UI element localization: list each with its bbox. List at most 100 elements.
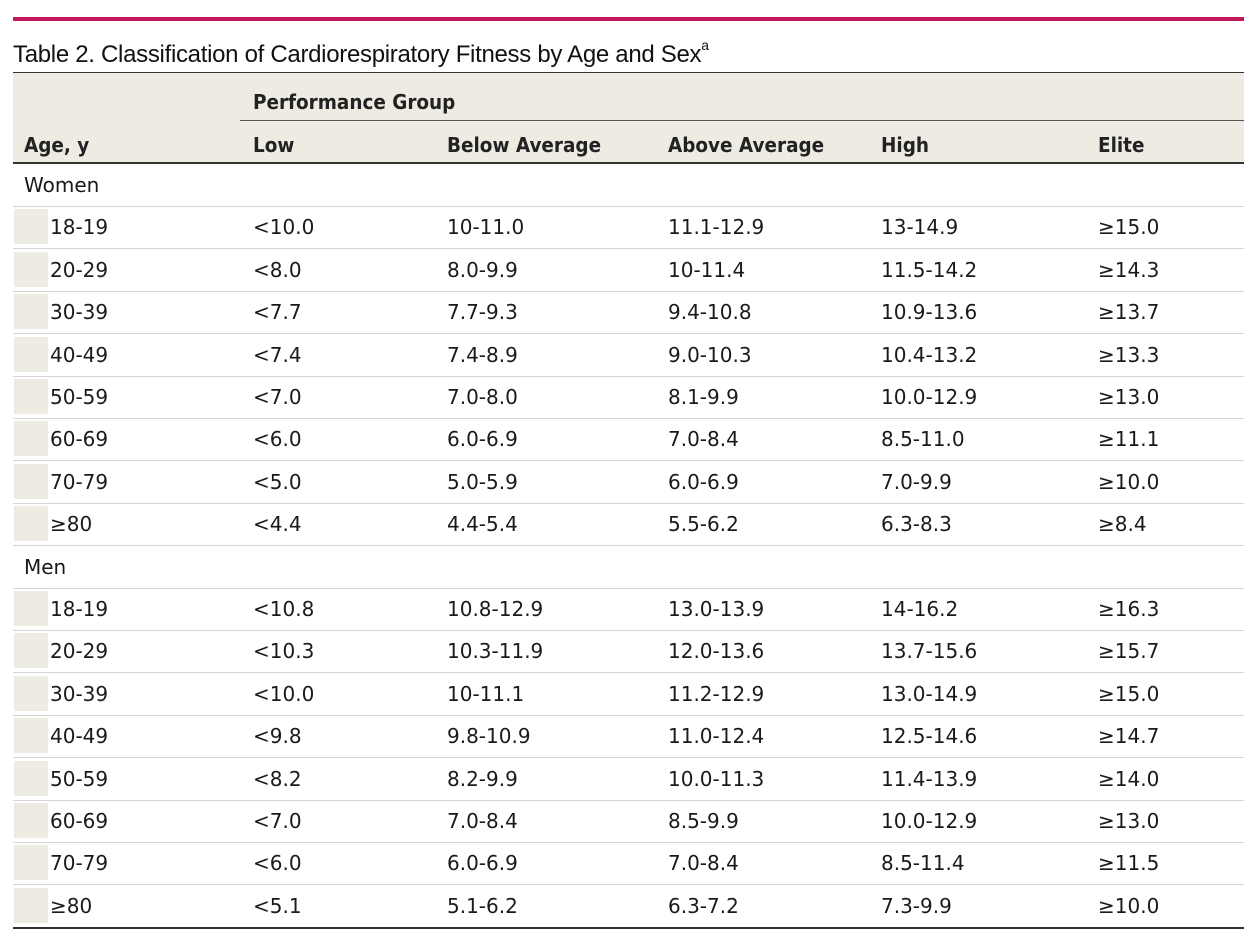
row-indent-shade xyxy=(14,294,48,330)
cell-below-average: 6.0-6.9 xyxy=(447,851,518,876)
title-rule xyxy=(13,72,1244,73)
row-indent-shade xyxy=(14,379,48,414)
column-header-above-average: Above Average xyxy=(668,133,825,157)
cell-low: <10.8 xyxy=(253,597,315,621)
row-indent-shade xyxy=(14,803,48,838)
row-indent-shade xyxy=(14,336,48,372)
cell-above-average: 6.0-6.9 xyxy=(668,469,739,494)
cell-elite: ≥13.7 xyxy=(1098,300,1160,325)
cell-elite: ≥8.4 xyxy=(1098,512,1147,537)
age-cell: ≥80 xyxy=(50,893,93,918)
cell-high: 13.0-14.9 xyxy=(881,681,978,706)
cell-high: 7.0-9.9 xyxy=(881,469,952,494)
cell-above-average: 10.0-11.3 xyxy=(668,766,765,791)
cell-above-average: 11.2-12.9 xyxy=(668,681,765,706)
cell-low: <10.3 xyxy=(253,639,315,664)
cell-low: <7.0 xyxy=(253,385,302,409)
table-row: 18-19 <10.8 10.8-12.9 13.0-13.9 14-16.2 ≥16.3 xyxy=(13,588,1244,631)
cell-below-average: 5.1-6.2 xyxy=(447,893,518,918)
age-cell: 40-49 xyxy=(50,342,109,367)
cell-high: 13-14.9 xyxy=(881,215,959,240)
age-cell: 60-69 xyxy=(50,427,109,452)
row-indent-shade xyxy=(14,209,48,245)
table-title-text: Table 2. Classification of Cardiorespira… xyxy=(13,41,702,68)
cell-high: 7.3-9.9 xyxy=(881,893,952,918)
cell-high: 11.4-13.9 xyxy=(881,766,978,791)
section-row: Men xyxy=(13,546,1244,589)
table-row: 20-29 <8.0 8.0-9.9 10-11.4 11.5-14.2 ≥14.3 xyxy=(13,249,1244,292)
cell-below-average: 7.7-9.3 xyxy=(447,300,518,325)
row-indent-shade xyxy=(14,251,48,287)
age-column-header: Age, y xyxy=(24,133,90,157)
cell-low: <7.7 xyxy=(253,300,302,325)
section-row: Women xyxy=(13,164,1244,207)
cell-elite: ≥13.0 xyxy=(1098,809,1160,833)
table-row: 18-19 <10.0 10-11.0 11.1-12.9 13-14.9 ≥15.0 xyxy=(13,206,1244,250)
cell-high: 10.9-13.6 xyxy=(881,300,978,325)
cell-low: <9.8 xyxy=(253,724,302,749)
cell-below-average: 10-11.1 xyxy=(447,681,525,706)
performance-group-rule xyxy=(240,120,1244,121)
cell-below-average: 8.2-9.9 xyxy=(447,766,518,791)
cell-low: <4.4 xyxy=(253,512,302,537)
cell-elite: ≥11.5 xyxy=(1098,851,1160,876)
cell-high: 8.5-11.4 xyxy=(881,851,965,876)
cell-elite: ≥14.0 xyxy=(1098,766,1160,791)
table-row: 20-29 <10.3 10.3-11.9 12.0-13.6 13.7-15.6 ≥15… xyxy=(13,630,1244,674)
age-cell: 20-29 xyxy=(50,639,109,664)
cell-low: <10.0 xyxy=(253,681,315,706)
cell-above-average: 7.0-8.4 xyxy=(668,427,739,452)
title-accent-rule xyxy=(13,17,1244,21)
cell-below-average: 9.8-10.9 xyxy=(447,724,531,749)
cell-low: <8.2 xyxy=(253,766,302,791)
cell-high: 13.7-15.6 xyxy=(881,639,978,664)
cell-elite: ≥14.3 xyxy=(1098,257,1160,282)
cell-above-average: 7.0-8.4 xyxy=(668,851,739,876)
row-indent-shade xyxy=(14,591,48,626)
table-row: 60-69 <6.0 6.0-6.9 7.0-8.4 8.5-11.0 ≥11.1 xyxy=(13,418,1244,462)
cell-low: <7.4 xyxy=(253,342,302,367)
cell-above-average: 11.1-12.9 xyxy=(668,215,765,240)
row-indent-shade xyxy=(14,633,48,669)
cell-high: 12.5-14.6 xyxy=(881,724,978,749)
cell-above-average: 12.0-13.6 xyxy=(668,639,765,664)
column-header-below-average: Below Average xyxy=(447,133,602,157)
table-header xyxy=(13,73,1244,162)
age-cell: 40-49 xyxy=(50,724,109,749)
cell-elite: ≥15.0 xyxy=(1098,681,1160,706)
cell-elite: ≥11.1 xyxy=(1098,427,1160,452)
age-cell: 18-19 xyxy=(50,597,109,621)
table-bottom-rule xyxy=(13,927,1244,929)
cell-elite: ≥13.0 xyxy=(1098,385,1160,409)
cell-high: 10.0-12.9 xyxy=(881,809,978,833)
age-cell: ≥80 xyxy=(50,512,93,537)
table-row: 50-59 <8.2 8.2-9.9 10.0-11.3 11.4-13.9 ≥14.0 xyxy=(13,758,1244,801)
cell-below-average: 4.4-5.4 xyxy=(447,512,518,537)
age-cell: 30-39 xyxy=(50,681,109,706)
row-indent-shade xyxy=(14,506,48,542)
cell-elite: ≥16.3 xyxy=(1098,597,1160,621)
table-row: 70-79 <5.0 5.0-5.9 6.0-6.9 7.0-9.9 ≥10.0 xyxy=(13,461,1244,504)
cell-high: 10.4-13.2 xyxy=(881,342,978,367)
cell-below-average: 5.0-5.9 xyxy=(447,469,518,494)
cell-high: 10.0-12.9 xyxy=(881,385,978,409)
cell-above-average: 10-11.4 xyxy=(668,257,746,282)
column-header-elite: Elite xyxy=(1098,133,1145,157)
row-indent-shade xyxy=(14,887,48,923)
header-bottom-rule xyxy=(13,162,1244,164)
cell-above-average: 8.1-9.9 xyxy=(668,385,739,409)
age-cell: 60-69 xyxy=(50,809,109,833)
row-indent-shade xyxy=(14,760,48,796)
cell-above-average: 9.0-10.3 xyxy=(668,342,752,367)
age-cell: 20-29 xyxy=(50,257,109,282)
cell-elite: ≥10.0 xyxy=(1098,893,1160,918)
cell-low: <5.1 xyxy=(253,893,302,918)
table-row: 70-79 <6.0 6.0-6.9 7.0-8.4 8.5-11.4 ≥11.5 xyxy=(13,842,1244,886)
age-cell: 30-39 xyxy=(50,300,109,325)
cell-below-average: 10.8-12.9 xyxy=(447,597,544,621)
age-cell: 70-79 xyxy=(50,851,109,876)
age-cell: 18-19 xyxy=(50,215,109,240)
cell-elite: ≥14.7 xyxy=(1098,724,1160,749)
section-label: Women xyxy=(24,173,100,197)
cell-above-average: 9.4-10.8 xyxy=(668,300,752,325)
